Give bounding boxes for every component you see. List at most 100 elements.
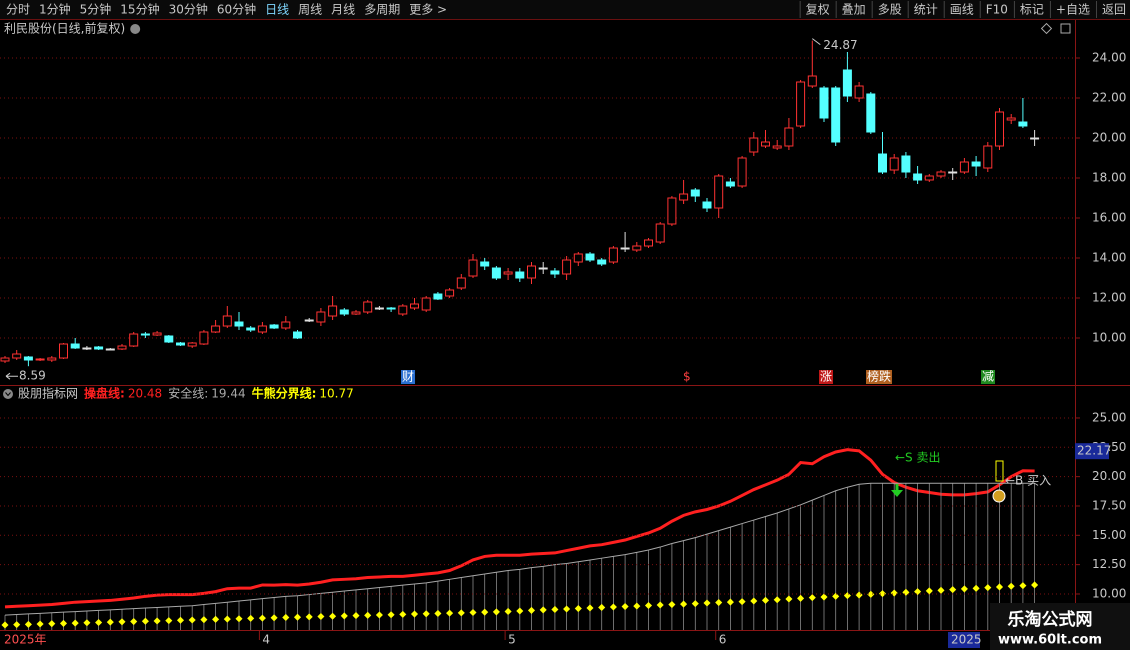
square-icon[interactable] [1060, 23, 1071, 34]
legend-name: 牛熊分界线: [252, 386, 317, 401]
dot-marker [305, 613, 313, 621]
toolbar-item[interactable]: 15分钟 [120, 2, 159, 17]
candle-body [866, 93, 876, 133]
candle-body [959, 161, 969, 173]
candle-body [199, 331, 209, 345]
dot-marker [83, 619, 91, 627]
dot-marker [434, 609, 442, 617]
y-tick-label: 16.00 [1092, 211, 1126, 225]
dot-marker [925, 587, 933, 595]
event-marker[interactable]: 涨 [820, 369, 832, 384]
toolbar-item[interactable]: 更多 > [409, 3, 447, 17]
event-marker[interactable]: $ [683, 370, 691, 384]
dot-marker [972, 584, 980, 592]
y-tick-label: 25.00 [1092, 410, 1126, 424]
toolbar-item[interactable]: 1分钟 [39, 2, 71, 17]
candle-body [187, 342, 197, 347]
candle-body [421, 297, 431, 311]
candle-body [129, 333, 139, 347]
toolbar-item[interactable]: 多周期 [364, 3, 400, 17]
candle-body [257, 325, 267, 333]
dot-marker [890, 589, 898, 597]
dot-marker [375, 611, 383, 619]
legend-name: 操盘线: [84, 386, 125, 401]
event-bg[interactable] [819, 370, 834, 384]
toolbar-item[interactable]: 30分钟 [169, 2, 208, 17]
toolbar-item[interactable]: +自选 [1056, 3, 1090, 17]
toolbar-item[interactable]: 返回 [1102, 3, 1126, 17]
candle-body [644, 239, 653, 247]
legend-name: 安全线: [168, 386, 208, 401]
candle-body [35, 358, 45, 361]
indicator-menu-icon[interactable] [3, 389, 13, 399]
series-line [4, 482, 1035, 616]
y-tick-label: 15.00 [1092, 528, 1126, 542]
dot-marker [949, 586, 957, 594]
candle-body [386, 307, 396, 310]
dot-marker [422, 610, 430, 618]
toolbar-item[interactable]: 日线 [265, 3, 289, 17]
event-marker[interactable]: 减 [982, 370, 994, 384]
toolbar-item[interactable]: 60分钟 [217, 2, 256, 17]
event-marker[interactable]: 财 [402, 370, 414, 384]
event-marker[interactable]: 榜跌 [867, 369, 891, 384]
dot-marker [235, 615, 243, 623]
toolbar-item[interactable]: 标记 [1020, 3, 1044, 17]
candle-body [913, 173, 923, 181]
toolbar-item[interactable]: 统计 [914, 3, 938, 17]
dot-marker [223, 615, 231, 623]
candle-body [889, 157, 899, 171]
watermark-url: www.60lt.com [998, 633, 1102, 648]
dot-marker [621, 602, 629, 611]
candle-body [468, 259, 478, 277]
candle-body [761, 141, 770, 147]
dot-marker [24, 620, 32, 628]
candle-body [1006, 117, 1016, 121]
dot-marker [1019, 582, 1027, 590]
toolbar-item[interactable]: 画线 [950, 3, 974, 17]
candle-body [410, 303, 419, 309]
event-bg[interactable] [866, 370, 893, 384]
x-tick-label: 2025年 [4, 633, 47, 647]
candle-body [281, 321, 291, 329]
dot-marker [527, 606, 536, 614]
toolbar-item[interactable]: 叠加 [842, 3, 866, 17]
title-menu-icon[interactable] [130, 24, 141, 34]
watermark-bg [990, 603, 1130, 650]
event-bg[interactable] [981, 370, 996, 384]
dot-marker [340, 612, 348, 620]
candle-body [620, 247, 630, 250]
candle-body [772, 145, 782, 149]
dot-marker [387, 611, 395, 619]
event-bg[interactable] [401, 370, 416, 384]
dot-marker [153, 617, 161, 625]
candle-body [749, 137, 759, 153]
dot-marker [914, 588, 922, 596]
candle-body [363, 301, 373, 313]
dot-marker [820, 593, 828, 601]
dot-marker [937, 586, 945, 594]
dot-marker [282, 613, 290, 621]
diamond-icon[interactable] [1040, 22, 1053, 35]
dot-marker [399, 610, 407, 618]
event-bg[interactable] [682, 370, 692, 384]
toolbar-item[interactable]: 周线 [298, 3, 322, 17]
dot-marker [832, 592, 840, 600]
toolbar-item[interactable]: 5分钟 [80, 2, 112, 17]
y-tick-label: 10.00 [1092, 586, 1126, 600]
high-label: 24.87 [823, 38, 857, 52]
toolbar-item[interactable]: 分时 [6, 3, 30, 17]
candle-body [515, 271, 525, 279]
toolbar-item[interactable]: F10 [986, 3, 1008, 17]
toolbar-item[interactable]: 月线 [331, 3, 355, 17]
candle-body [597, 259, 607, 265]
toolbar-item[interactable]: 复权 [806, 3, 830, 17]
dot-marker [1, 621, 9, 629]
y-tick-label: 18.00 [1092, 171, 1126, 185]
candle-body [995, 111, 1004, 147]
dot-marker [960, 585, 968, 593]
candle-body [445, 289, 455, 297]
cursor-value: 22.17 [1077, 444, 1111, 458]
toolbar-item[interactable]: 多股 [878, 3, 902, 17]
